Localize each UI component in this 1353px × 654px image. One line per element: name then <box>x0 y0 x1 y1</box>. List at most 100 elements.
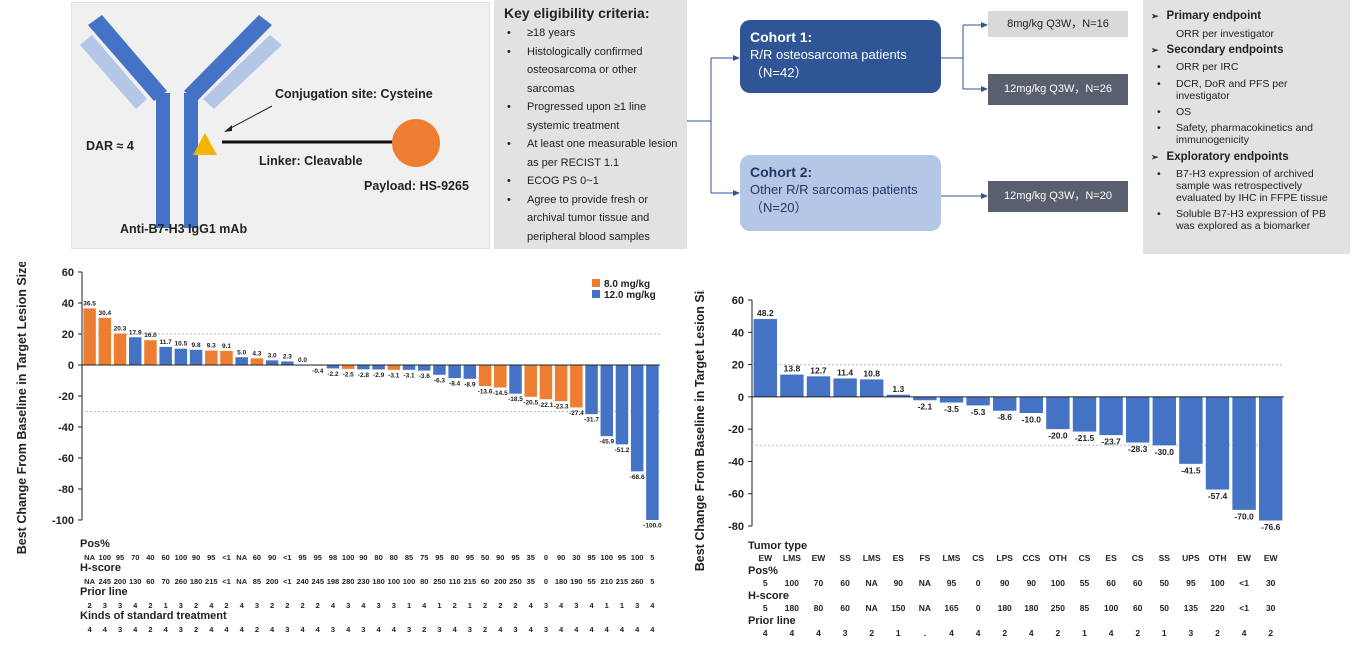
y-tick-label: 40 <box>732 327 744 339</box>
table-cell: 4 <box>224 625 229 634</box>
table-cell: 215 <box>464 577 477 586</box>
bar-value-label: -3.5 <box>944 404 959 414</box>
table-cell: 85 <box>405 553 413 562</box>
bar <box>806 376 831 397</box>
table-cell: 4 <box>559 601 564 610</box>
table-cell: 3 <box>468 625 472 634</box>
table-cell: 70 <box>131 553 139 562</box>
bar <box>539 365 553 400</box>
bar-value-label: -0.4 <box>312 368 324 375</box>
table-cell: 180 <box>372 577 385 586</box>
table-cell: . <box>924 628 926 638</box>
table-cell: 3 <box>331 625 335 634</box>
table-cell: 90 <box>557 553 565 562</box>
bar <box>859 379 884 397</box>
criteria-list: ≥18 years Histologically confirmed osteo… <box>504 24 684 246</box>
y-axis-title: Best Change From Baseline in Target Lesi… <box>15 262 29 554</box>
adc-structure-diagram <box>80 15 440 228</box>
table-cell: 180 <box>555 577 568 586</box>
table-cell: 4 <box>88 625 93 634</box>
bar-value-label: 13.8 <box>784 364 801 374</box>
y-tick-label: -60 <box>728 489 744 501</box>
table-cell: 90 <box>1027 578 1037 588</box>
bar <box>646 365 659 520</box>
table-cell: 4 <box>361 601 366 610</box>
table-cell: 70 <box>161 577 169 586</box>
endpoints-panel: ➢ Primary endpoint ORR per investigator ➢… <box>1143 0 1350 254</box>
bar-value-label: 16.0 <box>144 332 157 339</box>
bar-value-label: 36.5 <box>83 300 96 307</box>
bar <box>341 365 355 369</box>
bar-value-label: -51.2 <box>615 447 630 454</box>
legend-label: 12.0 mg/kg <box>604 290 656 301</box>
table-cell: 2 <box>513 601 517 610</box>
table-cell: 198 <box>327 577 340 586</box>
bar-value-label: 5.0 <box>237 349 246 356</box>
table-cell: 80 <box>420 577 428 586</box>
criteria-item: Agree to provide fresh or archival tumor… <box>504 191 684 247</box>
cohort-2-n: （N=20） <box>750 200 808 215</box>
bar <box>174 348 188 365</box>
bar-value-label: -30.0 <box>1155 447 1175 457</box>
exploratory-endpoints-heading: ➢ Exploratory endpoints <box>1151 151 1289 163</box>
table-cell: 30 <box>572 553 580 562</box>
table-cell: 60 <box>1133 578 1143 588</box>
bar <box>83 308 96 365</box>
bar-value-label: -2.2 <box>327 371 339 378</box>
endpoint-item: • Soluble B7-H3 expression of PB was expl… <box>1157 208 1326 232</box>
table-cell: 200 <box>266 577 279 586</box>
table-cell: LPS <box>996 553 1013 563</box>
table-cell: 2 <box>194 625 198 634</box>
bar <box>402 365 416 370</box>
table-cell: 75 <box>420 553 428 562</box>
table-cell: 4 <box>816 628 821 638</box>
table-cell: 4 <box>392 625 397 634</box>
table-cell: 130 <box>129 577 142 586</box>
table-cell: 165 <box>944 603 958 613</box>
table-cell: CCS <box>1022 553 1040 563</box>
bar <box>326 365 340 369</box>
table-cell: 95 <box>1186 578 1196 588</box>
table-cell: 2 <box>270 601 274 610</box>
conjugation-label: Conjugation site: Cysteine <box>275 87 433 101</box>
bar-value-label: -20.0 <box>1048 431 1068 441</box>
table-cell: SS <box>839 553 851 563</box>
table-cell: 95 <box>207 553 215 562</box>
table-cell: 240 <box>296 577 309 586</box>
legend-swatch <box>592 279 600 287</box>
table-cell: 4 <box>1109 628 1114 638</box>
table-cell: 4 <box>453 625 458 634</box>
y-tick-label: -80 <box>728 521 744 533</box>
bar-value-label: -76.6 <box>1261 522 1281 532</box>
bar <box>129 337 142 365</box>
heavy-chain-left-arm <box>88 15 167 101</box>
table-cell: 4 <box>589 601 594 610</box>
table-cell: 60 <box>840 603 850 613</box>
bar-value-label: -2.5 <box>343 371 355 378</box>
table-cell: 50 <box>1160 603 1170 613</box>
bar-value-label: 12.7 <box>810 365 827 375</box>
table-cell: 5 <box>650 553 654 562</box>
table-cell: 60 <box>1106 578 1116 588</box>
table-cell: 60 <box>481 577 489 586</box>
table-cell: 5 <box>763 578 768 588</box>
table-row-title: H-score <box>80 562 121 574</box>
table-cell: 1 <box>164 601 168 610</box>
heavy-chain-right-stem <box>184 93 198 228</box>
table-cell: 4 <box>377 625 382 634</box>
bar <box>1099 396 1123 436</box>
table-cell: 1 <box>1162 628 1167 638</box>
table-cell: 4 <box>790 628 795 638</box>
eligibility-criteria-panel: Key eligibility criteria: ≥18 years Hist… <box>494 0 687 249</box>
table-row-title: Pos% <box>748 565 778 577</box>
table-cell: NA <box>236 553 247 562</box>
bar <box>509 365 522 394</box>
table-cell: 95 <box>587 553 595 562</box>
table-cell: 250 <box>433 577 446 586</box>
bar <box>780 374 804 397</box>
table-cell: ES <box>1105 553 1117 563</box>
y-axis-title: Best Change From Baseline in Target Lesi… <box>693 290 707 571</box>
bar <box>524 365 537 397</box>
table-cell: 3 <box>285 625 289 634</box>
